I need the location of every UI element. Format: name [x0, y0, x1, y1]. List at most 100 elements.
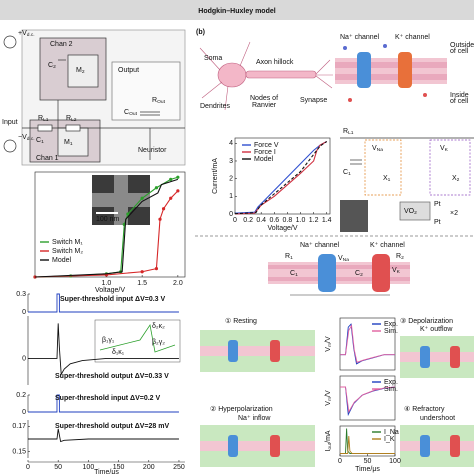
marker — [140, 270, 144, 274]
sem-image — [92, 175, 150, 225]
curve — [34, 190, 179, 278]
legend-label: Switch M₁ — [52, 239, 83, 246]
label: K⁺ outflow — [420, 326, 453, 333]
label: C1 — [343, 169, 351, 177]
label-part: V — [325, 401, 332, 406]
x-tick-label: 0.6 — [269, 217, 279, 224]
subscript: 1 — [295, 272, 298, 278]
label-part: V — [372, 145, 377, 152]
circuit-b — [340, 137, 474, 232]
marker — [158, 217, 162, 221]
x-axis-label: Time/μs — [94, 469, 119, 474]
x-tick-label: 50 — [54, 464, 62, 471]
plot-frame — [339, 317, 396, 371]
curve — [28, 428, 179, 443]
label-part: R — [285, 253, 290, 260]
y-tick-label: 3 — [229, 158, 233, 165]
label-part: C — [48, 62, 53, 69]
x-axis-label: Time/μs — [355, 466, 380, 473]
subscript: m — [328, 343, 333, 347]
x-tick-label: 1.4 — [322, 217, 332, 224]
label: VNa — [338, 255, 349, 263]
x-tick-label: 0 — [26, 464, 30, 471]
label: +Vd.c. — [18, 30, 35, 38]
x-axis-label: Voltage/V — [268, 225, 298, 232]
label: M2 — [76, 67, 85, 75]
label: Chan 1 — [36, 155, 59, 162]
legend-label: Force V — [254, 142, 279, 149]
curve — [28, 323, 179, 376]
label: ① Resting — [225, 317, 257, 325]
legend-label: Switch M₂ — [52, 248, 83, 255]
label-part: /mA — [325, 430, 332, 443]
legend-label: Model — [52, 257, 72, 264]
label: Output — [118, 67, 139, 74]
curve — [34, 178, 179, 278]
label: C1 — [290, 270, 298, 278]
membrane-top — [335, 44, 447, 102]
legend-label: Sim. — [384, 386, 398, 393]
x-tick-label: 1.2 — [309, 217, 319, 224]
x-tick-label: 1.5 — [137, 280, 147, 287]
inset-label: β₂γ₂ — [152, 339, 165, 346]
label-part: C — [124, 109, 129, 116]
label-part: X — [452, 175, 457, 182]
label: Neuristor — [138, 147, 167, 154]
subscript: Out — [129, 111, 138, 117]
y-axis-label: Vm/V — [325, 336, 333, 352]
label-part: C — [290, 270, 295, 277]
marker — [154, 267, 159, 271]
circuit-a — [3, 29, 186, 166]
title-bar — [0, 0, 474, 20]
y-axis-label: Iout/mA — [325, 430, 333, 452]
title: Hodgkin–Huxley model — [198, 8, 275, 15]
legend-label: Exp. — [384, 379, 398, 386]
y-tick-label: 2 — [229, 175, 233, 182]
label-part: +V — [18, 30, 27, 37]
annotation: Super-threshold output ΔV=28 mV — [55, 423, 169, 430]
curve — [340, 435, 395, 454]
y-tick-label: 0 — [22, 409, 26, 416]
y-tick-label: 1 — [229, 193, 233, 200]
subscript: 2 — [82, 69, 85, 75]
label-part: R — [38, 115, 43, 122]
label: Na⁺ inflow — [238, 415, 271, 422]
label-part: X — [383, 175, 388, 182]
label-part: C — [36, 137, 41, 144]
label: Pt — [434, 219, 441, 226]
subscript: 2 — [401, 255, 404, 261]
label: K⁺ channel — [370, 242, 405, 249]
x-tick-label: 0.4 — [256, 217, 266, 224]
label: Na⁺ channel — [300, 242, 340, 249]
label: VO2 — [404, 208, 417, 216]
label-part: M — [64, 139, 70, 146]
subscript: 1 — [388, 177, 391, 183]
marker — [140, 196, 144, 200]
label: Soma — [204, 55, 222, 62]
membrane-bottom — [268, 254, 410, 296]
label: X2 — [452, 175, 460, 183]
label: ROut — [152, 97, 166, 105]
y-tick-label: 4 — [229, 140, 233, 147]
y-tick-label: 0.17 — [12, 423, 26, 430]
legend-label: I_K — [384, 436, 395, 443]
label: X1 — [383, 175, 391, 183]
x-tick-label: 250 — [173, 464, 185, 471]
subscript: 2 — [414, 210, 417, 216]
marker — [176, 189, 180, 193]
x-tick-label: 50 — [364, 458, 372, 465]
panel-label: (b) — [196, 29, 205, 36]
plot-frame — [34, 171, 186, 278]
label: of cell — [450, 98, 469, 105]
label: C2 — [48, 62, 56, 70]
label-part: C — [343, 169, 348, 176]
label-part: I — [325, 450, 332, 452]
subscript: 2 — [53, 64, 56, 70]
label: Synapse — [300, 97, 327, 104]
y-tick-label: 0 — [229, 211, 233, 218]
label: Outside — [450, 42, 474, 49]
label: K⁺ channel — [395, 34, 430, 41]
label: Inside — [450, 92, 469, 99]
label: C1 — [36, 137, 44, 145]
label: RL1 — [38, 115, 49, 123]
